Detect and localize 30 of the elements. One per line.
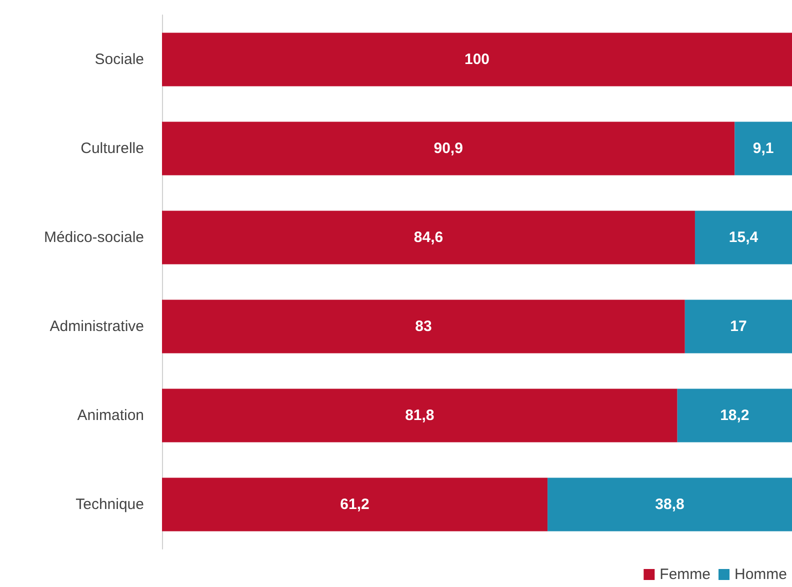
data-label: 84,6 [414, 229, 444, 246]
legend-label: Femme [660, 566, 710, 583]
data-label: 15,4 [728, 229, 759, 246]
bar [548, 478, 792, 532]
y-tick-label: Administrative [50, 318, 144, 335]
y-tick-label: Sociale [94, 51, 144, 68]
y-tick-label: Culturelle [80, 140, 144, 157]
legend-label: Homme [734, 566, 788, 583]
bar [694, 210, 792, 264]
y-tick-label: Technique [76, 496, 144, 513]
data-label: 9,1 [752, 140, 774, 157]
bar [734, 122, 792, 176]
data-label: 90,9 [434, 140, 463, 157]
bar [684, 300, 792, 354]
data-label: 81,8 [405, 407, 434, 424]
bar [677, 388, 792, 442]
bar [162, 122, 735, 176]
bar [162, 300, 685, 354]
y-tick-label: Animation [77, 407, 144, 424]
bar [162, 478, 548, 532]
bar [162, 388, 678, 442]
y-tick-label: Médico-sociale [44, 229, 144, 246]
data-label: 61,2 [340, 496, 370, 513]
bar [162, 32, 792, 86]
data-label: 38,8 [655, 496, 684, 513]
data-label: 83 [415, 318, 432, 335]
data-label: 18,2 [720, 407, 750, 424]
data-label: 17 [730, 318, 747, 335]
data-label: 100 [464, 51, 490, 68]
bar [162, 210, 695, 264]
